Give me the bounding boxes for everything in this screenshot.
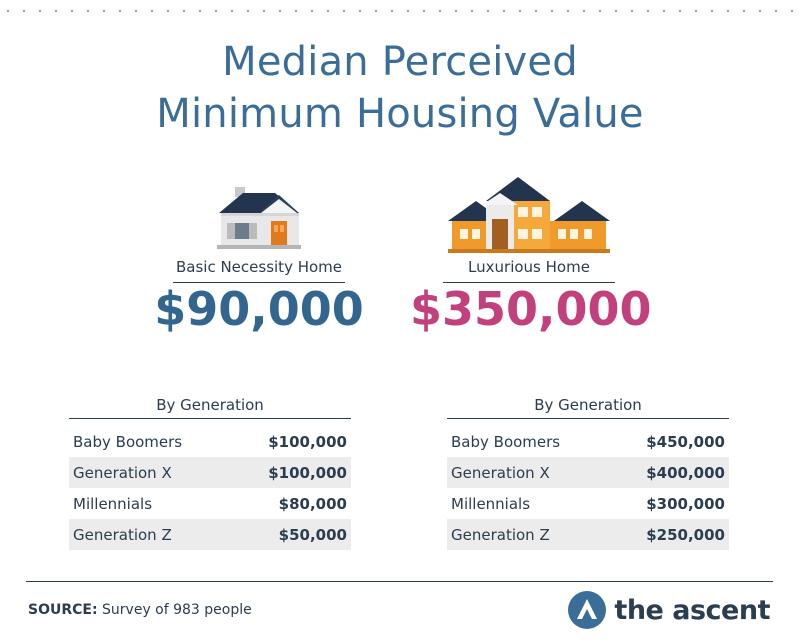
table-row: Millennials $300,000 xyxy=(447,488,729,519)
row-value: $400,000 xyxy=(646,463,725,482)
row-value: $80,000 xyxy=(278,494,347,513)
row-label: Generation X xyxy=(451,463,550,482)
small-house-icon xyxy=(217,187,301,249)
ascent-logo-icon xyxy=(568,591,607,629)
table-heading: By Generation xyxy=(447,396,729,419)
brand-name: the ascent xyxy=(614,594,770,626)
page-title: Median Perceived Minimum Housing Value xyxy=(0,36,800,140)
footer-divider xyxy=(26,581,773,582)
dotted-border xyxy=(6,9,794,13)
row-label: Baby Boomers xyxy=(73,432,183,451)
brand-logo[interactable]: the ascent xyxy=(568,591,770,629)
row-label: Millennials xyxy=(451,494,531,513)
row-label: Baby Boomers xyxy=(451,432,561,451)
row-value: $100,000 xyxy=(268,463,347,482)
title-line-1: Median Perceived xyxy=(222,39,578,85)
source-text: Survey of 983 people xyxy=(97,602,252,618)
table-row: Generation Z $50,000 xyxy=(69,519,351,550)
luxury-home-label: Luxurious Home xyxy=(443,258,615,283)
row-value: $50,000 xyxy=(278,525,347,544)
row-value: $250,000 xyxy=(646,525,725,544)
luxury-home-value: $350,000 xyxy=(410,282,652,336)
mansion-icon xyxy=(448,177,610,253)
row-label: Millennials xyxy=(73,494,153,513)
source-label: SOURCE: xyxy=(28,602,98,618)
row-label: Generation Z xyxy=(451,525,550,544)
table-row: Millennials $80,000 xyxy=(69,488,351,519)
table-row: Generation X $100,000 xyxy=(69,457,351,488)
basic-generation-table: By Generation Baby Boomers $100,000 Gene… xyxy=(69,396,351,550)
table-row: Generation X $400,000 xyxy=(447,457,729,488)
table-heading: By Generation xyxy=(69,396,351,419)
table-row: Generation Z $250,000 xyxy=(447,519,729,550)
basic-home-label: Basic Necessity Home xyxy=(173,258,345,283)
title-line-2: Minimum Housing Value xyxy=(156,91,644,137)
table-row: Baby Boomers $100,000 xyxy=(69,426,351,457)
source-note: SOURCE: Survey of 983 people xyxy=(28,602,252,618)
table-row: Baby Boomers $450,000 xyxy=(447,426,729,457)
luxury-generation-table: By Generation Baby Boomers $450,000 Gene… xyxy=(447,396,729,550)
row-value: $300,000 xyxy=(646,494,725,513)
row-label: Generation Z xyxy=(73,525,172,544)
basic-home-value: $90,000 xyxy=(154,282,364,336)
row-label: Generation X xyxy=(73,463,172,482)
row-value: $100,000 xyxy=(268,432,347,451)
row-value: $450,000 xyxy=(646,432,725,451)
